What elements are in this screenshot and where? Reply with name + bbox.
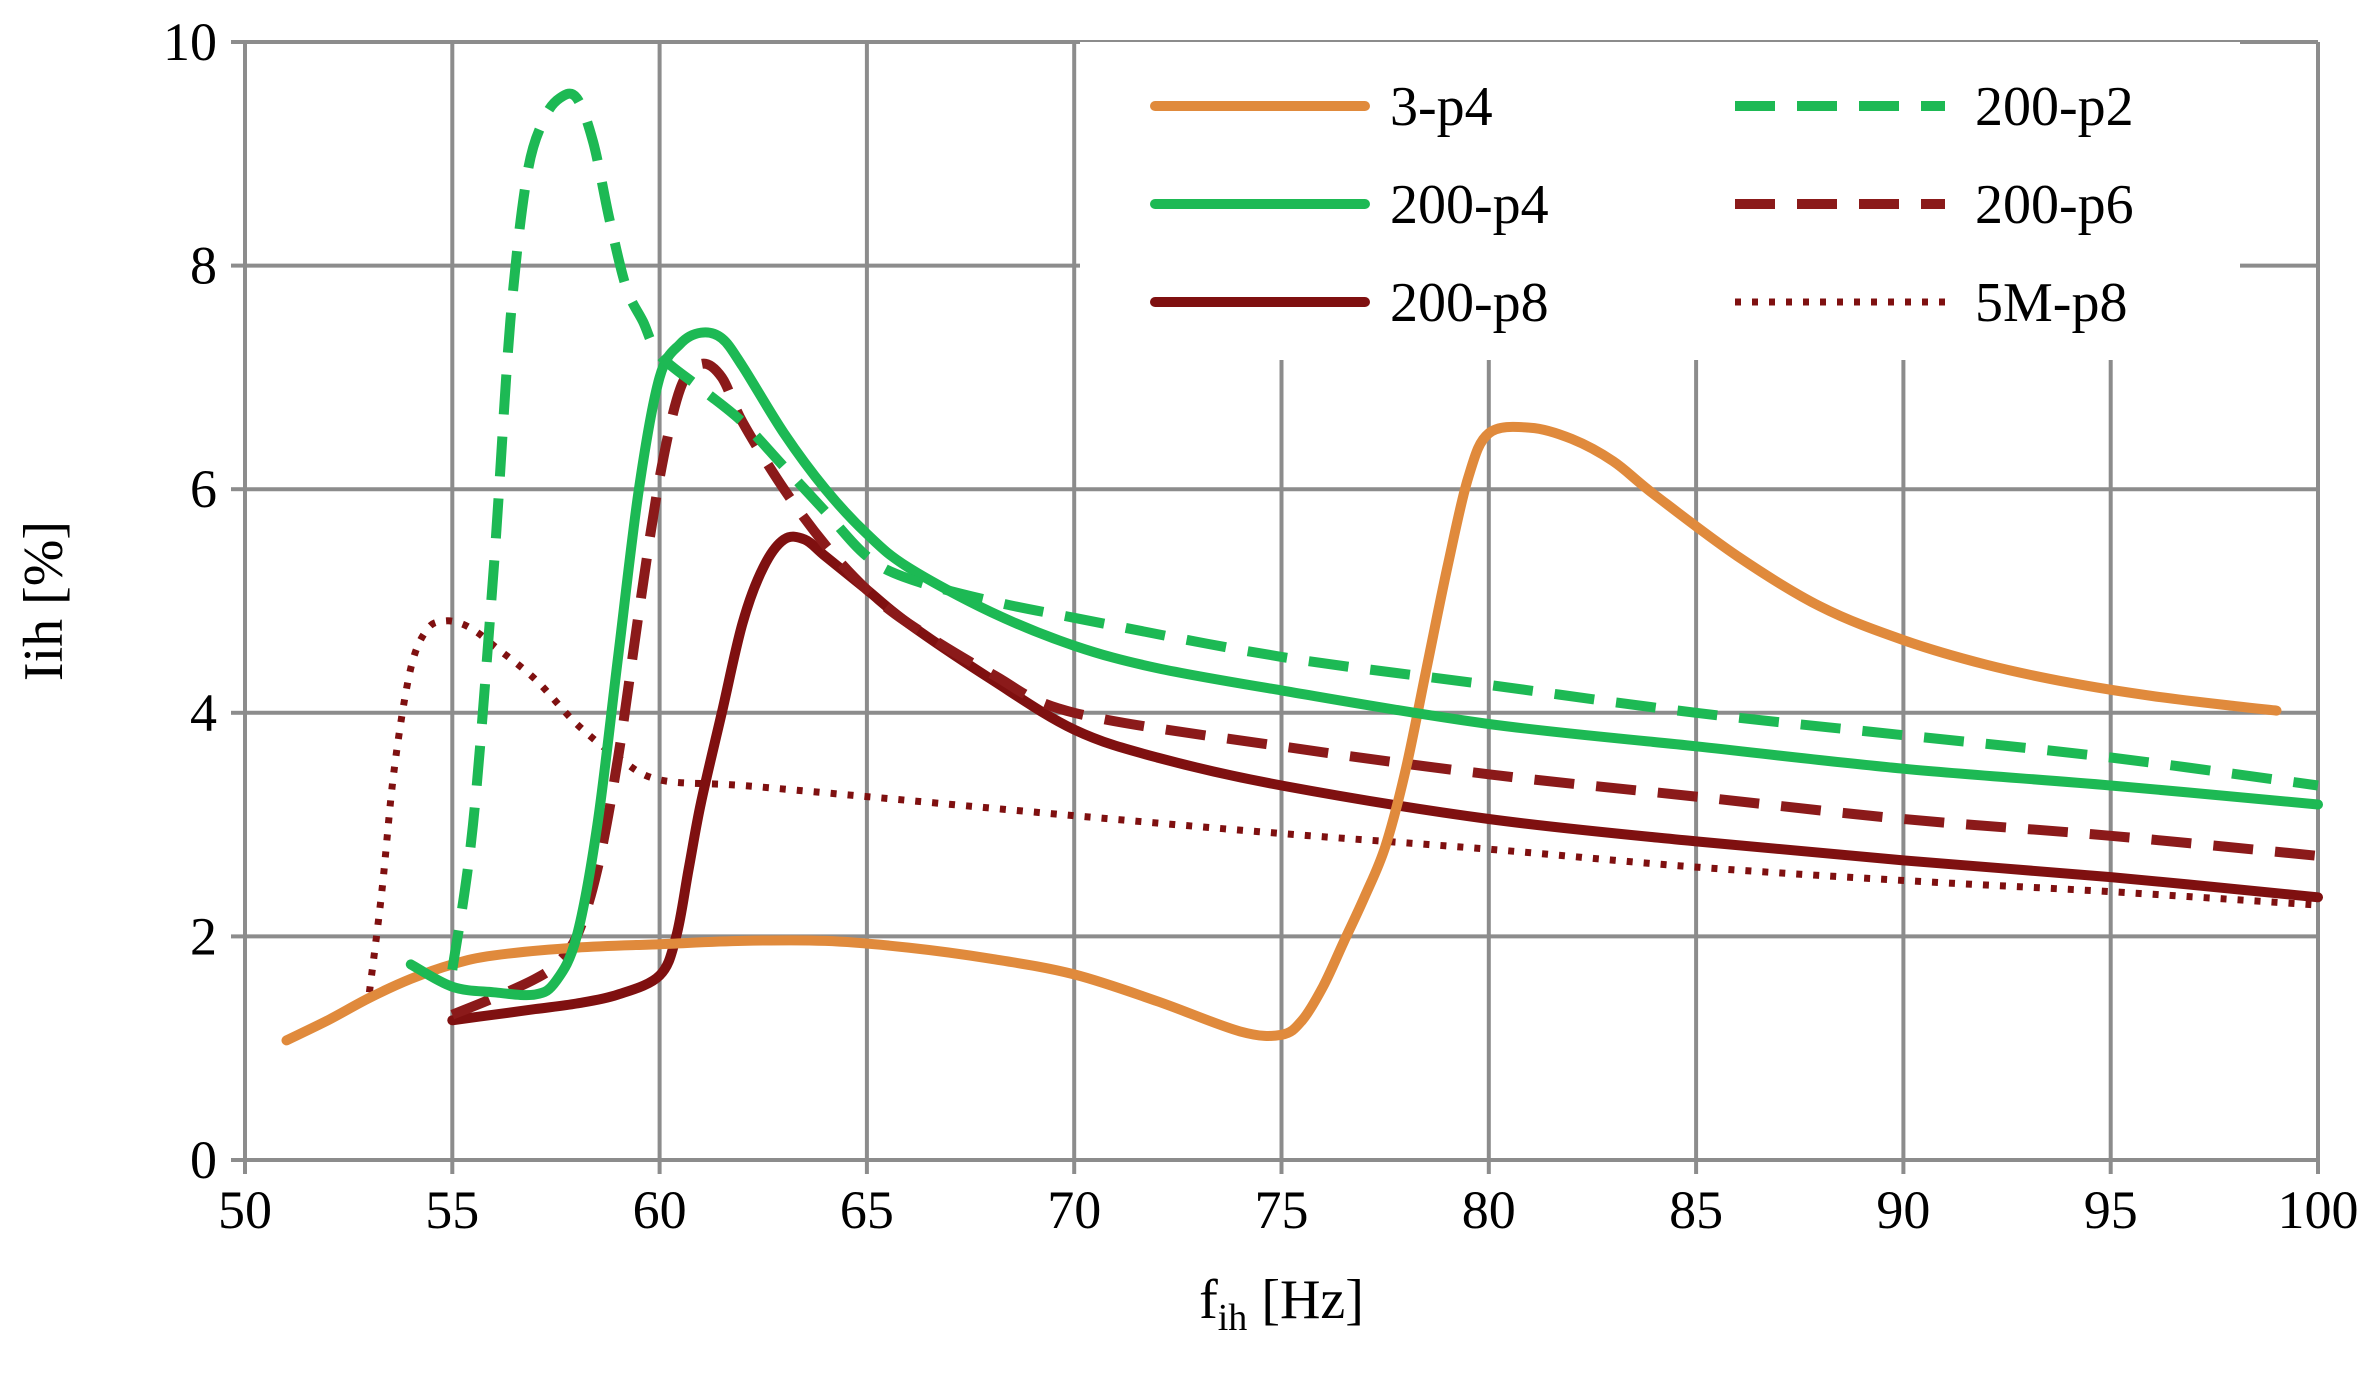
x-tick-label: 85	[1669, 1180, 1723, 1240]
y-tick-label: 4	[190, 683, 217, 743]
series-line-200-p6	[450, 358, 2319, 1020]
x-axis-title-main: f	[1199, 1269, 1218, 1331]
y-tick-label: 2	[190, 906, 217, 966]
x-tick-label: 75	[1255, 1180, 1309, 1240]
x-tick-label: 100	[2278, 1180, 2359, 1240]
legend-label-3-p4: 3-p4	[1390, 76, 1493, 138]
series-line-5m-p8	[365, 617, 2319, 993]
legend-label-5m-p8: 5M-p8	[1975, 272, 2127, 334]
legend-label-200-p6: 200-p6	[1975, 174, 2134, 236]
x-tick-label: 70	[1047, 1180, 1101, 1240]
legend-label-200-p8: 200-p8	[1390, 272, 1549, 334]
y-axis-title: Iih [%]	[13, 521, 75, 681]
legend-label-200-p2: 200-p2	[1975, 76, 2134, 138]
axes: 50 55 60 65 70 75 80 85 90 95 100 0 2 4 6 8 10	[163, 12, 2359, 1240]
series-group	[281, 88, 2323, 1046]
x-tick-label: 65	[840, 1180, 894, 1240]
legend-label-200-p4: 200-p4	[1390, 174, 1549, 236]
y-tick-label: 10	[163, 12, 217, 72]
y-tick-label: 6	[190, 459, 217, 519]
series-line-200-p4	[405, 327, 2323, 1001]
x-axis-title: fih [Hz]	[1199, 1269, 1364, 1339]
x-axis-title-subscript: ih	[1218, 1297, 1248, 1339]
x-tick-label: 90	[1876, 1180, 1930, 1240]
y-tick-label: 8	[190, 236, 217, 296]
x-tick-label: 80	[1462, 1180, 1516, 1240]
x-tick-label: 60	[633, 1180, 687, 1240]
axis-titles: Iih [%] fih [Hz]	[13, 521, 1364, 1339]
x-tick-label: 50	[218, 1180, 272, 1240]
x-axis-title-unit: [Hz]	[1247, 1269, 1364, 1331]
x-tick-label: 95	[2084, 1180, 2138, 1240]
x-tick-label: 55	[425, 1180, 479, 1240]
y-tick-label: 0	[190, 1130, 217, 1190]
series-line-3-p4	[281, 421, 2282, 1046]
legend: 3-p4 200-p2 200-p4 200-p6 200-p8 5M-p8	[1080, 42, 2240, 360]
series-line-200-p2	[447, 88, 2319, 971]
